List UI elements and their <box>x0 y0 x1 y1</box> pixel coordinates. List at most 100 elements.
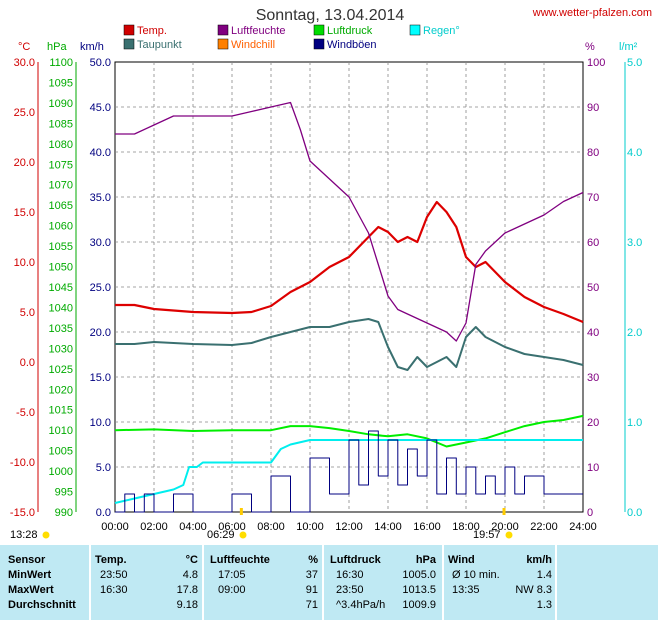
x-tick-label: 08:00 <box>257 521 285 533</box>
humidity-tick-label: 100 <box>587 57 605 69</box>
wind-tick-label: 20.0 <box>90 327 111 339</box>
table-header-pressure-unit: hPa <box>416 554 437 566</box>
x-tick-label: 10:00 <box>296 521 324 533</box>
temp-tick-label: 10.0 <box>14 257 35 269</box>
pressure-tick-label: 1055 <box>49 241 73 253</box>
x-tick-label: 06:00 <box>218 521 246 533</box>
rain-tick-label: 5.0 <box>627 57 642 69</box>
humidity-tick-label: 10 <box>587 462 599 474</box>
sun-time-label: 13:28 <box>10 529 38 541</box>
sun-icon <box>42 531 50 539</box>
table-header-temp: Temp. <box>95 554 127 566</box>
pressure-tick-label: 1050 <box>49 262 73 274</box>
rain-axis-unit: l/m² <box>619 41 638 53</box>
humidity-tick-label: 90 <box>587 102 599 114</box>
table-cell-humidity-time: 17:05 <box>218 569 246 581</box>
legend-label: Regen° <box>423 25 460 37</box>
wind-axis-unit: km/h <box>80 41 104 53</box>
legend-swatch <box>409 24 421 36</box>
pressure-tick-label: 990 <box>55 507 73 519</box>
series-line <box>115 101 584 342</box>
table-header-sensor: Sensor <box>8 554 46 566</box>
pressure-tick-label: 1095 <box>49 77 73 89</box>
table-header-humidity-unit: % <box>308 554 318 566</box>
table-cell-pressure-time: 23:50 <box>336 584 364 596</box>
legend-swatch <box>313 24 325 36</box>
legend-label: Windböen <box>327 39 377 51</box>
humidity-axis-unit: % <box>585 41 595 53</box>
rain-tick-label: 2.0 <box>627 327 642 339</box>
pressure-tick-label: 1100 <box>49 57 73 69</box>
table-header-temp-unit: °C <box>186 554 198 566</box>
sun-time-label: 06:29 <box>207 529 235 541</box>
x-tick-label: 14:00 <box>374 521 402 533</box>
table-header-humidity: Luftfeuchte <box>210 554 270 566</box>
pressure-tick-label: 1085 <box>49 118 73 130</box>
series-line <box>115 430 583 513</box>
pressure-tick-label: 1005 <box>49 446 73 458</box>
legend-label: Luftfeuchte <box>231 25 285 37</box>
humidity-tick-label: 20 <box>587 417 599 429</box>
temp-tick-label: -15.0 <box>10 507 35 519</box>
series-line <box>114 439 583 504</box>
temp-tick-label: -10.0 <box>10 457 35 469</box>
x-tick-label: 18:00 <box>452 521 480 533</box>
site-url: www.wetter-pfalzen.com <box>532 7 652 19</box>
wind-tick-label: 40.0 <box>90 147 111 159</box>
pressure-tick-label: 1025 <box>49 364 73 376</box>
sun-icon <box>239 531 247 539</box>
table-cell-humidity-time: 09:00 <box>218 584 246 596</box>
rain-tick-label: 0.0 <box>627 507 642 519</box>
table-row-label: MinWert <box>8 569 52 581</box>
humidity-tick-label: 0 <box>587 507 593 519</box>
series-line <box>114 414 584 448</box>
pressure-tick-label: 1010 <box>49 425 73 437</box>
wind-tick-label: 45.0 <box>90 102 111 114</box>
legend-label: Taupunkt <box>137 39 182 51</box>
legend-label: Temp. <box>137 25 167 37</box>
pressure-tick-label: 1090 <box>49 98 73 110</box>
x-tick-label: 00:00 <box>101 521 129 533</box>
x-tick-label: 04:00 <box>179 521 207 533</box>
legend-label: Luftdruck <box>327 25 373 37</box>
x-tick-label: 16:00 <box>413 521 441 533</box>
table-cell-humidity-value: 71 <box>306 599 318 611</box>
pressure-axis-unit: hPa <box>47 41 67 53</box>
table-cell-wind-value: 1.4 <box>537 569 552 581</box>
table-cell-pressure-time: 16:30 <box>336 569 364 581</box>
wind-tick-label: 50.0 <box>90 57 111 69</box>
temp-tick-label: 5.0 <box>20 307 35 319</box>
table-cell-temp-time: 23:50 <box>100 569 128 581</box>
temp-tick-label: 0.0 <box>20 357 35 369</box>
wind-tick-label: 15.0 <box>90 372 111 384</box>
table-cell-pressure-value: 1005.0 <box>402 569 436 581</box>
humidity-tick-label: 30 <box>587 372 599 384</box>
table-cell-temp-value: 9.18 <box>177 599 198 611</box>
table-cell-humidity-value: 37 <box>306 569 318 581</box>
x-tick-label: 02:00 <box>140 521 168 533</box>
pressure-tick-label: 1015 <box>49 405 73 417</box>
humidity-tick-label: 50 <box>587 282 599 294</box>
table-row-label: Durchschnitt <box>8 599 76 611</box>
table-header-wind: Wind <box>448 554 475 566</box>
pressure-tick-label: 995 <box>55 487 73 499</box>
legend-swatch <box>123 38 135 50</box>
x-tick-label: 22:00 <box>530 521 558 533</box>
pressure-tick-label: 1045 <box>49 282 73 294</box>
series-line <box>115 318 584 371</box>
pressure-tick-label: 1035 <box>49 323 73 335</box>
pressure-tick-label: 1040 <box>49 302 73 314</box>
pressure-tick-label: 1060 <box>49 221 73 233</box>
rain-tick-label: 1.0 <box>627 417 642 429</box>
temp-tick-label: 15.0 <box>14 207 35 219</box>
table-row-label: MaxWert <box>8 584 54 596</box>
table-cell-humidity-value: 91 <box>306 584 318 596</box>
legend-swatch <box>123 24 135 36</box>
humidity-tick-label: 60 <box>587 237 599 249</box>
table-cell-wind-time: 13:35 <box>452 584 480 596</box>
legend-swatch <box>217 24 229 36</box>
table-cell-wind-value: NW 8.3 <box>515 584 552 596</box>
chart-title: Sonntag, 13.04.2014 <box>256 7 405 24</box>
x-tick-label: 20:00 <box>491 521 519 533</box>
legend-swatch <box>217 38 229 50</box>
